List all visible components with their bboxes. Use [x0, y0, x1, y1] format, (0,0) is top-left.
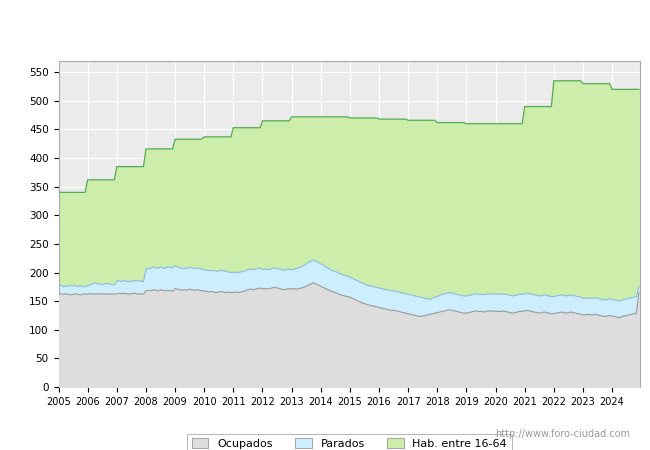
- Text: Lladó - Evolucion de la poblacion en edad de Trabajar Septiembre de 2024: Lladó - Evolucion de la poblacion en eda…: [76, 21, 574, 34]
- Text: http://www.foro-ciudad.com: http://www.foro-ciudad.com: [495, 429, 630, 439]
- Legend: Ocupados, Parados, Hab. entre 16-64: Ocupados, Parados, Hab. entre 16-64: [187, 433, 512, 450]
